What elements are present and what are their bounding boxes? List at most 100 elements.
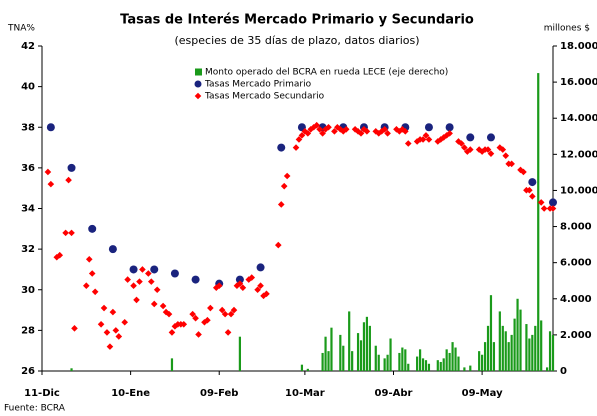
point xyxy=(46,123,55,132)
point xyxy=(245,276,253,283)
bar xyxy=(445,349,448,371)
point xyxy=(313,121,320,129)
point xyxy=(526,186,533,194)
y2-tick-label: 10.000 xyxy=(560,185,597,196)
bar xyxy=(504,331,507,371)
bar xyxy=(389,338,392,371)
legend-label: Tasas Mercado Secundario xyxy=(204,92,325,102)
point xyxy=(109,308,117,316)
point xyxy=(399,125,406,133)
point xyxy=(446,130,453,137)
point xyxy=(440,134,448,141)
point xyxy=(88,270,96,277)
x-tick-label: 11-Dic xyxy=(24,388,60,399)
legend-bar xyxy=(195,68,202,76)
point xyxy=(520,168,527,176)
point xyxy=(236,280,244,287)
point xyxy=(53,253,61,261)
bar xyxy=(339,334,342,371)
bar xyxy=(478,351,481,371)
point xyxy=(466,146,474,153)
point xyxy=(153,286,161,294)
point xyxy=(342,125,350,133)
bar xyxy=(498,311,501,371)
point xyxy=(68,229,75,237)
point xyxy=(97,320,105,328)
point xyxy=(112,327,120,334)
source: Fuente: BCRA xyxy=(4,404,66,414)
point xyxy=(201,318,208,326)
point xyxy=(277,201,285,208)
point xyxy=(337,125,344,133)
point xyxy=(191,275,200,284)
y2-tick-label: 14.000 xyxy=(560,113,597,124)
bar xyxy=(416,356,419,371)
bar xyxy=(170,358,174,371)
x-tick-label: 10-Mar xyxy=(285,388,325,399)
x-tick-label: 09-Abr xyxy=(375,388,413,399)
point xyxy=(215,282,223,289)
point xyxy=(56,251,64,259)
bar xyxy=(365,316,369,371)
point xyxy=(445,123,454,132)
bar xyxy=(451,342,454,371)
chart-subtitle: (especies de 35 días de plazo, datos dia… xyxy=(174,34,419,47)
point xyxy=(292,144,300,151)
bar xyxy=(537,73,540,371)
y2-tick-label: 6.000 xyxy=(560,258,592,269)
point xyxy=(106,343,114,350)
bar xyxy=(356,333,360,371)
legend-circle xyxy=(194,80,202,88)
point xyxy=(363,128,371,135)
point xyxy=(257,282,264,289)
point xyxy=(508,160,515,168)
point xyxy=(147,278,155,285)
bar xyxy=(551,334,555,371)
bar xyxy=(398,352,401,371)
bar xyxy=(424,360,428,371)
bar xyxy=(386,354,389,371)
point xyxy=(235,275,244,284)
point xyxy=(528,178,537,187)
point xyxy=(325,123,332,131)
x-tick-label: 10-Ene xyxy=(111,388,150,399)
bar xyxy=(427,363,431,371)
point xyxy=(230,306,238,314)
point xyxy=(159,302,167,310)
point xyxy=(192,314,199,322)
y-tick-label: 40 xyxy=(21,82,35,93)
bar xyxy=(300,364,304,371)
point xyxy=(239,284,247,292)
legend-label: Tasas Mercado Primario xyxy=(204,80,312,90)
point xyxy=(136,278,143,285)
y2-tick-label: 18.000 xyxy=(560,41,597,52)
point xyxy=(425,136,433,143)
bar xyxy=(481,354,484,371)
point xyxy=(537,199,545,206)
bar xyxy=(469,365,472,371)
point xyxy=(295,136,303,143)
point xyxy=(221,310,229,318)
point xyxy=(85,255,93,263)
point xyxy=(115,333,123,340)
bar xyxy=(348,311,351,371)
y2-tick-label: 8.000 xyxy=(560,222,592,233)
point xyxy=(339,128,347,135)
legend-diamond xyxy=(194,92,202,100)
bar xyxy=(342,345,345,371)
bar xyxy=(489,295,493,371)
point xyxy=(170,269,179,278)
y2-tick-label: 4.000 xyxy=(560,294,592,305)
bar xyxy=(330,327,333,371)
point xyxy=(227,310,235,318)
bar xyxy=(483,342,487,371)
point xyxy=(499,146,507,153)
point xyxy=(549,198,557,207)
bar xyxy=(463,367,466,371)
bar xyxy=(519,309,522,371)
bar xyxy=(528,338,531,371)
point xyxy=(133,296,140,304)
point xyxy=(129,265,138,274)
bar xyxy=(442,358,445,371)
point xyxy=(218,306,226,314)
